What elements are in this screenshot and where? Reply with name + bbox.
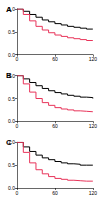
svg-text:B: B [6,71,12,80]
svg-text:60: 60 [52,123,58,129]
svg-text:0.5: 0.5 [8,162,15,168]
svg-text:0: 0 [16,123,19,129]
svg-text:0: 0 [16,190,19,196]
svg-text:0.5: 0.5 [8,29,15,35]
svg-text:0.0: 0.0 [8,118,15,124]
svg-text:120: 120 [89,190,98,196]
svg-text:0.0: 0.0 [8,185,15,191]
svg-text:120: 120 [89,123,98,129]
svg-text:0.5: 0.5 [8,96,15,102]
svg-text:120: 120 [89,56,98,62]
svg-text:60: 60 [52,190,58,196]
svg-text:C: C [6,138,12,147]
svg-text:0.0: 0.0 [8,52,15,58]
svg-text:60: 60 [52,56,58,62]
svg-text:A: A [6,5,12,14]
svg-text:0: 0 [16,56,19,62]
